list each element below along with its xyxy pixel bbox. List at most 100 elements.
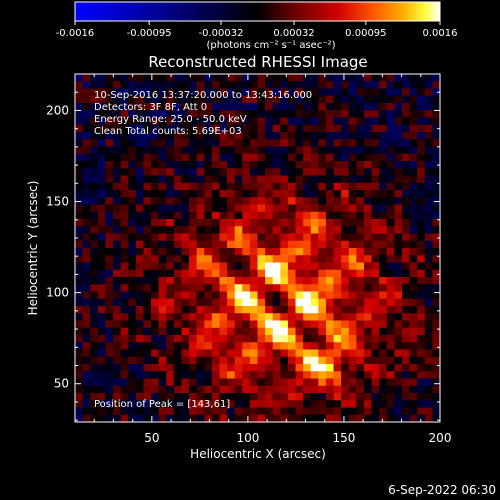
heatmap-cell	[166, 269, 175, 278]
heatmap-cell	[432, 356, 441, 365]
heatmap-cell	[105, 306, 114, 314]
heatmap-cell	[234, 291, 243, 300]
heatmap-cell	[318, 175, 327, 184]
heatmap-cell	[409, 95, 418, 104]
heatmap-cell	[143, 320, 152, 329]
heatmap-cell	[227, 204, 236, 213]
heatmap-cell	[227, 124, 236, 133]
heatmap-cell	[318, 313, 327, 321]
heatmap-cell	[128, 284, 137, 292]
heatmap-cell	[409, 190, 418, 198]
heatmap-cell	[143, 414, 152, 423]
heatmap-cell	[272, 349, 281, 358]
heatmap-cell	[143, 342, 152, 350]
heatmap-cell	[257, 335, 266, 343]
heatmap-cell	[379, 364, 388, 372]
plot-frame	[74, 73, 441, 423]
heatmap-cell	[90, 414, 99, 423]
heatmap-cell	[280, 88, 289, 97]
heatmap-cell	[143, 255, 152, 263]
heatmap-cell	[90, 313, 99, 321]
heatmap-cell	[211, 298, 220, 307]
heatmap-cell	[135, 139, 144, 147]
heatmap-cell	[120, 139, 129, 147]
heatmap-cell	[97, 364, 106, 372]
heatmap-cell	[82, 320, 91, 329]
heatmap-cell	[287, 342, 296, 350]
heatmap-cell	[280, 385, 289, 394]
heatmap-cell	[303, 139, 312, 147]
heatmap-cell	[151, 161, 160, 169]
heatmap-cell	[280, 168, 289, 176]
heatmap-cell	[424, 146, 433, 155]
colorbar-tick-label: 0.00095	[345, 28, 386, 39]
heatmap-cell	[158, 356, 167, 365]
heatmap-cell	[151, 356, 160, 365]
heatmap-cell	[196, 124, 205, 133]
heatmap-cell	[287, 88, 296, 97]
heatmap-cell	[196, 371, 205, 379]
heatmap-cell	[417, 320, 426, 329]
heatmap-cell	[348, 313, 357, 321]
heatmap-cell	[386, 197, 395, 205]
heatmap-cell	[265, 175, 274, 184]
heatmap-cell	[196, 190, 205, 198]
y-tick-label: 50	[54, 377, 69, 391]
heatmap-cell	[211, 371, 220, 379]
heatmap-cell	[181, 342, 190, 350]
heatmap-cell	[295, 139, 304, 147]
heatmap-cell	[341, 378, 350, 387]
heatmap-cell	[211, 291, 220, 300]
heatmap-cell	[371, 255, 380, 263]
heatmap-cell	[75, 124, 83, 133]
heatmap-cell	[128, 81, 137, 89]
heatmap-cell	[333, 233, 342, 242]
heatmap-cell	[303, 371, 312, 379]
heatmap-cell	[97, 255, 106, 263]
heatmap-cell	[204, 74, 213, 82]
heatmap-cell	[173, 226, 182, 234]
heatmap-cell	[341, 284, 350, 292]
heatmap-cell	[196, 146, 205, 155]
heatmap-cell	[417, 298, 426, 307]
heatmap-cell	[173, 110, 182, 118]
heatmap-cell	[371, 219, 380, 227]
heatmap-cell	[348, 103, 357, 111]
heatmap-cell	[371, 103, 380, 111]
heatmap-cell	[234, 306, 243, 314]
heatmap-cell	[181, 356, 190, 365]
heatmap-cell	[234, 139, 243, 147]
heatmap-cell	[356, 226, 365, 234]
heatmap-cell	[265, 262, 274, 271]
heatmap-cell	[287, 320, 296, 329]
heatmap-cell	[128, 313, 137, 321]
heatmap-cell	[409, 407, 418, 416]
heatmap-cell	[432, 153, 441, 162]
heatmap-cell	[105, 356, 114, 365]
heatmap-cell	[287, 219, 296, 227]
heatmap-cell	[211, 284, 220, 292]
heatmap-cell	[386, 110, 395, 118]
heatmap-cell	[158, 153, 167, 162]
heatmap-cell	[280, 313, 289, 321]
heatmap-cell	[120, 371, 129, 379]
heatmap-cell	[204, 117, 213, 126]
heatmap-cell	[356, 204, 365, 213]
heatmap-cell	[265, 306, 274, 314]
heatmap-cell	[257, 233, 266, 242]
heatmap-cell	[90, 371, 99, 379]
heatmap-cell	[151, 182, 160, 191]
heatmap-cell	[173, 414, 182, 423]
heatmap-cell	[325, 132, 334, 140]
heatmap-cell	[90, 88, 99, 97]
heatmap-cell	[75, 153, 83, 162]
heatmap-cell	[409, 356, 418, 365]
heatmap-cell	[173, 364, 182, 372]
heatmap-cell	[120, 335, 129, 343]
heatmap-cell	[424, 291, 433, 300]
heatmap-cell	[310, 95, 319, 104]
heatmap-cell	[432, 132, 441, 140]
heatmap-cell	[181, 407, 190, 416]
heatmap-cell	[113, 168, 122, 176]
heatmap-cell	[303, 414, 312, 423]
